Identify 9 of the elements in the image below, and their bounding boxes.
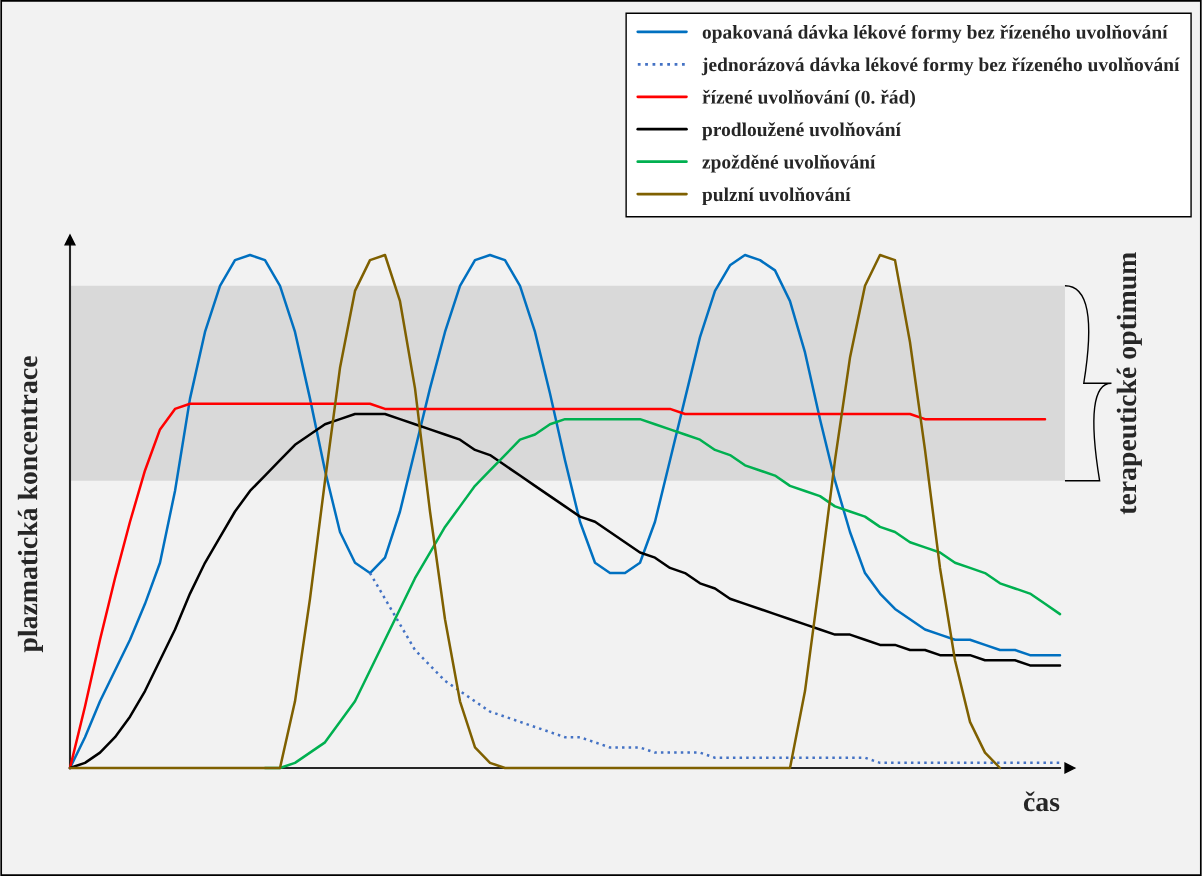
legend-label: prodloužené uvolňování [702, 122, 902, 141]
legend-label: řízené uvolňování (0. řád) [702, 89, 915, 108]
legend-label: jednorázová dávka lékové formy bez řízeného uvolňování [701, 57, 1180, 76]
legend-label: opakovaná dávka lékové formy bez řízeného uvolňování [702, 24, 1168, 43]
y-axis-title: plazmatická koncentrace [17, 356, 44, 653]
band-label: terapeutické optimum [1116, 252, 1142, 515]
x-axis-title: čas [1023, 791, 1060, 812]
legend-label: zpožděné uvolňování [702, 154, 876, 173]
legend-label: pulzní uvolňování [702, 187, 851, 206]
